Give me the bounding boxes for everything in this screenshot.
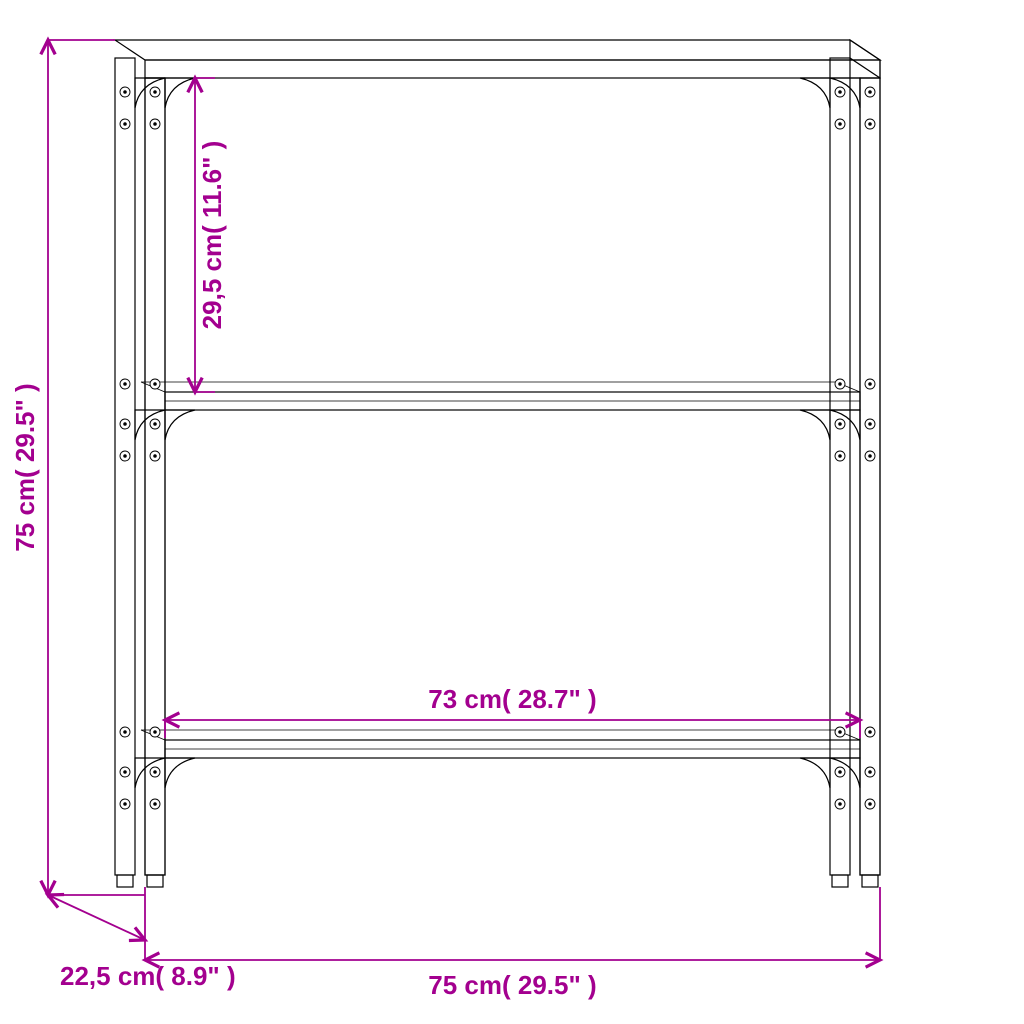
dim-inner-width: 73 cm( 28.7" ) <box>428 684 596 714</box>
dim-shelf-spacing: 29,5 cm( 11.6" ) <box>197 141 227 330</box>
product-drawing <box>115 40 880 887</box>
dim-total-width: 75 cm( 29.5" ) <box>428 970 596 1000</box>
dim-total-height: 75 cm( 29.5" ) <box>10 383 40 551</box>
dimension-diagram: 75 cm( 29.5" ) 29,5 cm( 11.6" ) 73 cm( 28.… <box>0 0 1024 1024</box>
dimension-annotations: 75 cm( 29.5" ) 29,5 cm( 11.6" ) 73 cm( 28.… <box>10 40 880 1000</box>
dim-depth: 22,5 cm( 8.9" ) <box>60 961 236 991</box>
